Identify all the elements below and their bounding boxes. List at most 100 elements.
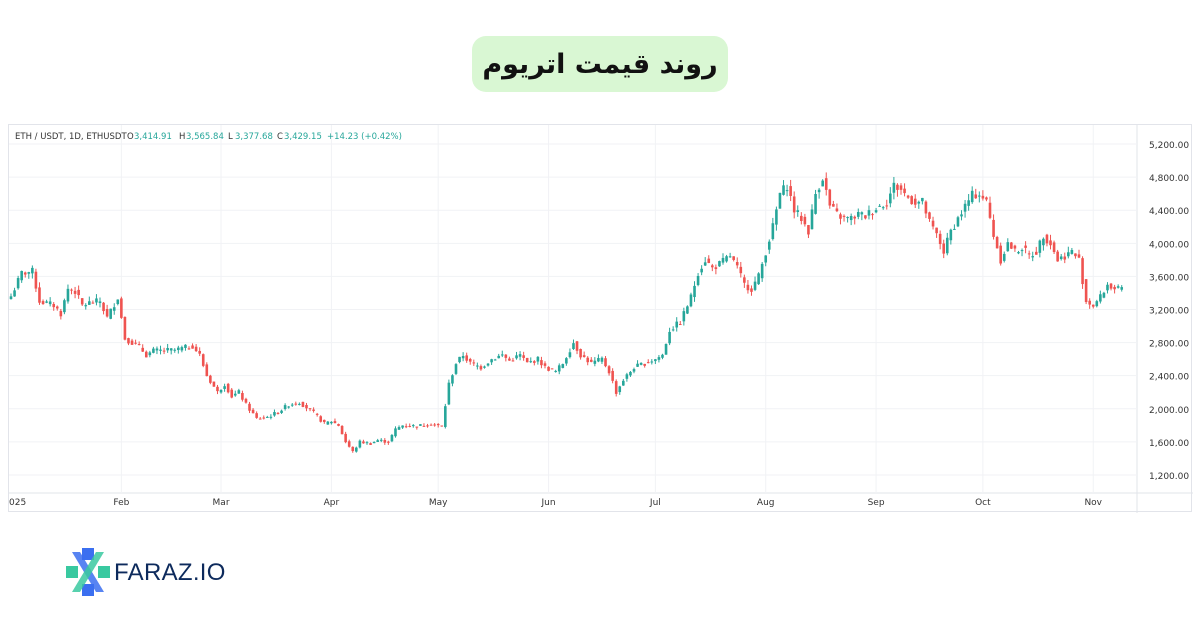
- candle-body: [379, 439, 383, 441]
- candle-body: [1002, 253, 1006, 261]
- candle-body: [654, 359, 657, 362]
- candle-body: [1113, 286, 1116, 290]
- candle-body: [814, 194, 817, 214]
- candle-body: [707, 258, 711, 264]
- candle-body: [70, 289, 73, 291]
- candle-body: [764, 255, 768, 263]
- brand-name: FARAZ.IO: [114, 559, 226, 586]
- candle-body: [800, 215, 803, 222]
- candle-body: [842, 215, 846, 217]
- candle-body: [686, 306, 689, 314]
- candle-body: [1099, 294, 1102, 302]
- candle-body: [401, 425, 404, 428]
- candle-body: [1010, 242, 1013, 249]
- candle-body: [390, 434, 394, 442]
- candle-body: [889, 193, 892, 204]
- candle-body: [903, 188, 906, 194]
- candle-body: [906, 195, 910, 198]
- y-tick-label: 1,600.00: [1149, 439, 1189, 449]
- candle-body: [867, 210, 871, 216]
- candle-body: [305, 404, 308, 409]
- candle-body: [1034, 251, 1038, 255]
- candle-body: [283, 405, 287, 409]
- candle-body: [582, 355, 586, 357]
- x-tick-label: Jun: [541, 498, 556, 508]
- y-tick-label: 4,400.00: [1149, 207, 1189, 217]
- candle-body: [440, 425, 444, 427]
- candle-body: [921, 197, 924, 202]
- ohlc-open-label: O: [127, 132, 134, 142]
- candle-body: [639, 362, 643, 365]
- candle-body: [212, 381, 216, 387]
- candle-body: [636, 363, 639, 367]
- candle-body: [864, 215, 867, 219]
- candle-body: [362, 441, 365, 444]
- candle-body: [1020, 250, 1024, 252]
- candle-body: [387, 441, 390, 443]
- eth-price-chart: 5,200.00 4,800.00 4,400.00 4,000.00 3,600.00…: [9, 125, 1193, 513]
- candle-body: [700, 268, 703, 273]
- candle-body: [760, 263, 764, 279]
- candle-body: [675, 321, 679, 328]
- candle-body: [155, 348, 159, 351]
- candle-body: [554, 370, 557, 372]
- candle-body: [472, 362, 476, 364]
- faraz-logo: FARAZ.IO: [66, 548, 226, 596]
- candle-body: [422, 425, 426, 427]
- candle-body: [839, 214, 842, 219]
- candle-body: [273, 412, 276, 416]
- candle-body: [750, 288, 753, 292]
- candle-body: [664, 343, 668, 355]
- candle-body: [16, 278, 20, 289]
- candle-body: [404, 426, 408, 428]
- candle-body: [490, 359, 493, 363]
- candle-body: [347, 441, 351, 447]
- candle-body: [1067, 252, 1070, 257]
- candle-body: [436, 423, 440, 426]
- candle-body: [141, 347, 145, 352]
- candle-body: [408, 425, 412, 427]
- candle-body: [130, 340, 134, 345]
- candle-body: [967, 200, 970, 206]
- candle-body: [579, 349, 582, 358]
- candle-body: [55, 306, 59, 309]
- candle-body: [896, 184, 899, 190]
- candle-body: [960, 214, 963, 217]
- candle-body: [974, 194, 978, 199]
- candle-body: [137, 344, 141, 346]
- candle-body: [355, 447, 358, 452]
- candle-body: [429, 424, 433, 426]
- candle-body: [1031, 256, 1035, 258]
- candle-body: [988, 202, 992, 218]
- candle-body: [152, 348, 155, 353]
- candle-body: [611, 370, 614, 381]
- candle-body: [63, 300, 66, 313]
- candle-body: [266, 416, 269, 418]
- candle-body: [337, 423, 340, 426]
- candle-body: [198, 350, 201, 354]
- candle-body: [209, 375, 212, 383]
- candle-body: [892, 182, 896, 193]
- candle-body: [419, 424, 422, 426]
- candle-body: [1120, 287, 1124, 290]
- candle-body: [550, 368, 554, 370]
- candle-body: [1024, 245, 1027, 248]
- symbol-label: ETH / USDT, 1D, ETHUSDT: [15, 132, 127, 142]
- candle-body: [483, 366, 486, 368]
- candle-body: [88, 301, 91, 305]
- candle-body: [301, 401, 305, 407]
- candle-body: [294, 403, 298, 405]
- candle-body: [415, 426, 419, 428]
- candle-body: [600, 357, 604, 362]
- candle-body: [878, 205, 881, 207]
- candle-body: [874, 210, 878, 213]
- candle-body: [1116, 286, 1120, 288]
- candle-body: [20, 270, 23, 281]
- candle-body: [173, 349, 177, 351]
- candle-body: [433, 424, 436, 426]
- candle-body: [397, 427, 401, 430]
- candle-body: [917, 201, 921, 204]
- candle-body: [689, 294, 693, 307]
- candle-body: [871, 214, 874, 216]
- candle-body: [614, 381, 618, 394]
